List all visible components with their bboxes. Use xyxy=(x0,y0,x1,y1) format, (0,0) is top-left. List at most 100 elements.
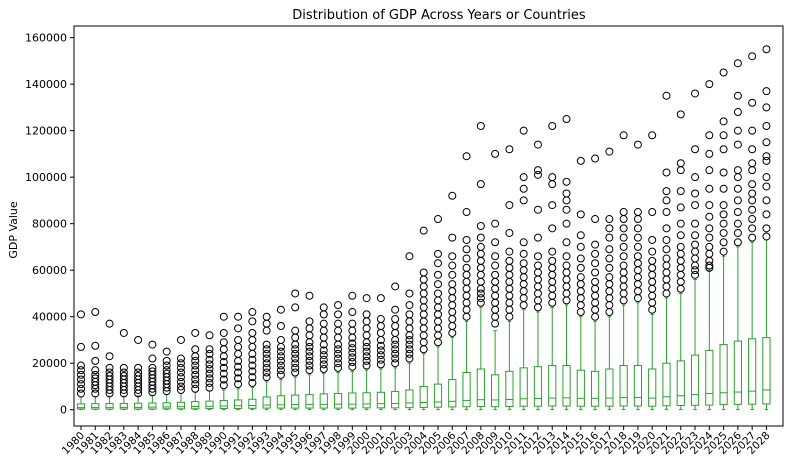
box-1985 xyxy=(148,340,157,411)
outlier-point xyxy=(605,263,614,272)
box-2020 xyxy=(648,131,657,411)
outlier-point xyxy=(676,203,685,212)
outlier-point xyxy=(119,328,128,337)
outlier-point xyxy=(491,238,500,247)
outlier-point xyxy=(662,235,671,244)
outlier-point xyxy=(533,140,542,149)
box-iqr xyxy=(576,369,585,407)
outlier-point xyxy=(262,349,271,358)
outlier-point xyxy=(633,208,642,217)
outlier-point xyxy=(448,294,457,303)
outlier-point xyxy=(276,361,285,370)
outlier-point xyxy=(719,168,728,177)
outlier-point xyxy=(591,298,600,307)
outlier-point xyxy=(162,366,171,375)
outlier-point xyxy=(476,180,485,189)
outlier-point xyxy=(619,242,628,251)
outlier-point xyxy=(662,268,671,277)
outlier-point xyxy=(591,240,600,249)
outlier-point xyxy=(691,231,700,240)
outlier-point xyxy=(548,122,557,130)
outlier-point xyxy=(462,235,471,244)
outlier-point xyxy=(219,363,228,372)
outlier-point xyxy=(348,358,357,367)
outlier-point xyxy=(591,305,600,314)
outlier-point xyxy=(662,91,671,100)
outlier-point xyxy=(662,261,671,270)
outlier-point xyxy=(448,287,457,296)
outlier-point xyxy=(191,370,200,379)
outlier-point xyxy=(619,131,628,140)
outlier-point xyxy=(405,252,414,261)
outlier-point xyxy=(219,358,228,367)
box-iqr xyxy=(676,360,685,407)
outlier-point xyxy=(748,126,757,135)
outlier-point xyxy=(276,342,285,351)
box-iqr xyxy=(176,401,186,410)
outlier-point xyxy=(305,347,314,356)
outlier-point xyxy=(334,359,343,368)
outlier-point xyxy=(491,312,500,321)
box-iqr xyxy=(262,396,271,409)
box-iqr xyxy=(376,391,385,409)
box-1984 xyxy=(134,335,143,411)
outlier-point xyxy=(262,345,271,354)
box-iqr xyxy=(562,365,571,407)
outlier-point xyxy=(348,348,357,357)
outlier-point xyxy=(548,173,557,182)
outlier-point xyxy=(605,254,614,263)
outlier-point xyxy=(491,277,500,286)
outlier-point xyxy=(205,355,214,364)
box-iqr xyxy=(191,401,200,410)
outlier-point xyxy=(633,266,642,275)
outlier-point xyxy=(733,59,742,68)
outlier-point xyxy=(77,361,85,370)
outlier-point xyxy=(605,294,614,303)
outlier-point xyxy=(748,159,757,168)
outlier-point xyxy=(619,261,628,270)
outlier-point xyxy=(548,284,557,293)
outlier-point xyxy=(448,328,457,337)
outlier-point xyxy=(733,91,742,100)
outlier-point xyxy=(719,68,728,77)
box-iqr xyxy=(333,392,343,409)
outlier-point xyxy=(619,208,628,217)
box-iqr xyxy=(162,402,171,410)
outlier-point xyxy=(176,385,185,394)
outlier-point xyxy=(376,294,385,303)
box-iqr xyxy=(605,368,614,407)
outlier-point xyxy=(533,233,542,242)
outlier-point xyxy=(576,301,585,310)
outlier-point xyxy=(105,363,114,372)
box-iqr xyxy=(619,365,628,407)
outlier-point xyxy=(548,270,557,279)
outlier-point xyxy=(205,360,214,369)
outlier-point xyxy=(562,189,571,198)
outlier-point xyxy=(276,347,285,356)
outlier-point xyxy=(419,275,428,284)
outlier-point xyxy=(576,254,585,263)
outlier-point xyxy=(262,326,271,335)
outlier-point xyxy=(334,340,343,349)
outlier-point xyxy=(448,280,457,289)
outlier-point xyxy=(91,308,100,317)
outlier-point xyxy=(234,335,243,344)
outlier-point xyxy=(219,381,228,390)
box-iqr xyxy=(419,385,428,408)
box-iqr xyxy=(719,344,728,406)
outlier-point xyxy=(291,359,300,368)
box-1987 xyxy=(176,335,186,411)
outlier-point xyxy=(476,256,485,265)
chart-title: Distribution of GDP Across Years or Coun… xyxy=(292,8,586,23)
outlier-point xyxy=(533,303,542,312)
box-iqr xyxy=(648,368,657,407)
outlier-point xyxy=(448,315,457,324)
box-2005 xyxy=(433,215,443,411)
outlier-point xyxy=(591,312,600,321)
box-iqr xyxy=(505,370,514,407)
outlier-point xyxy=(176,377,185,386)
outlier-point xyxy=(591,249,600,258)
outlier-point xyxy=(77,366,85,375)
y-tick-label: 140000 xyxy=(25,78,67,91)
box-2023 xyxy=(690,89,700,411)
